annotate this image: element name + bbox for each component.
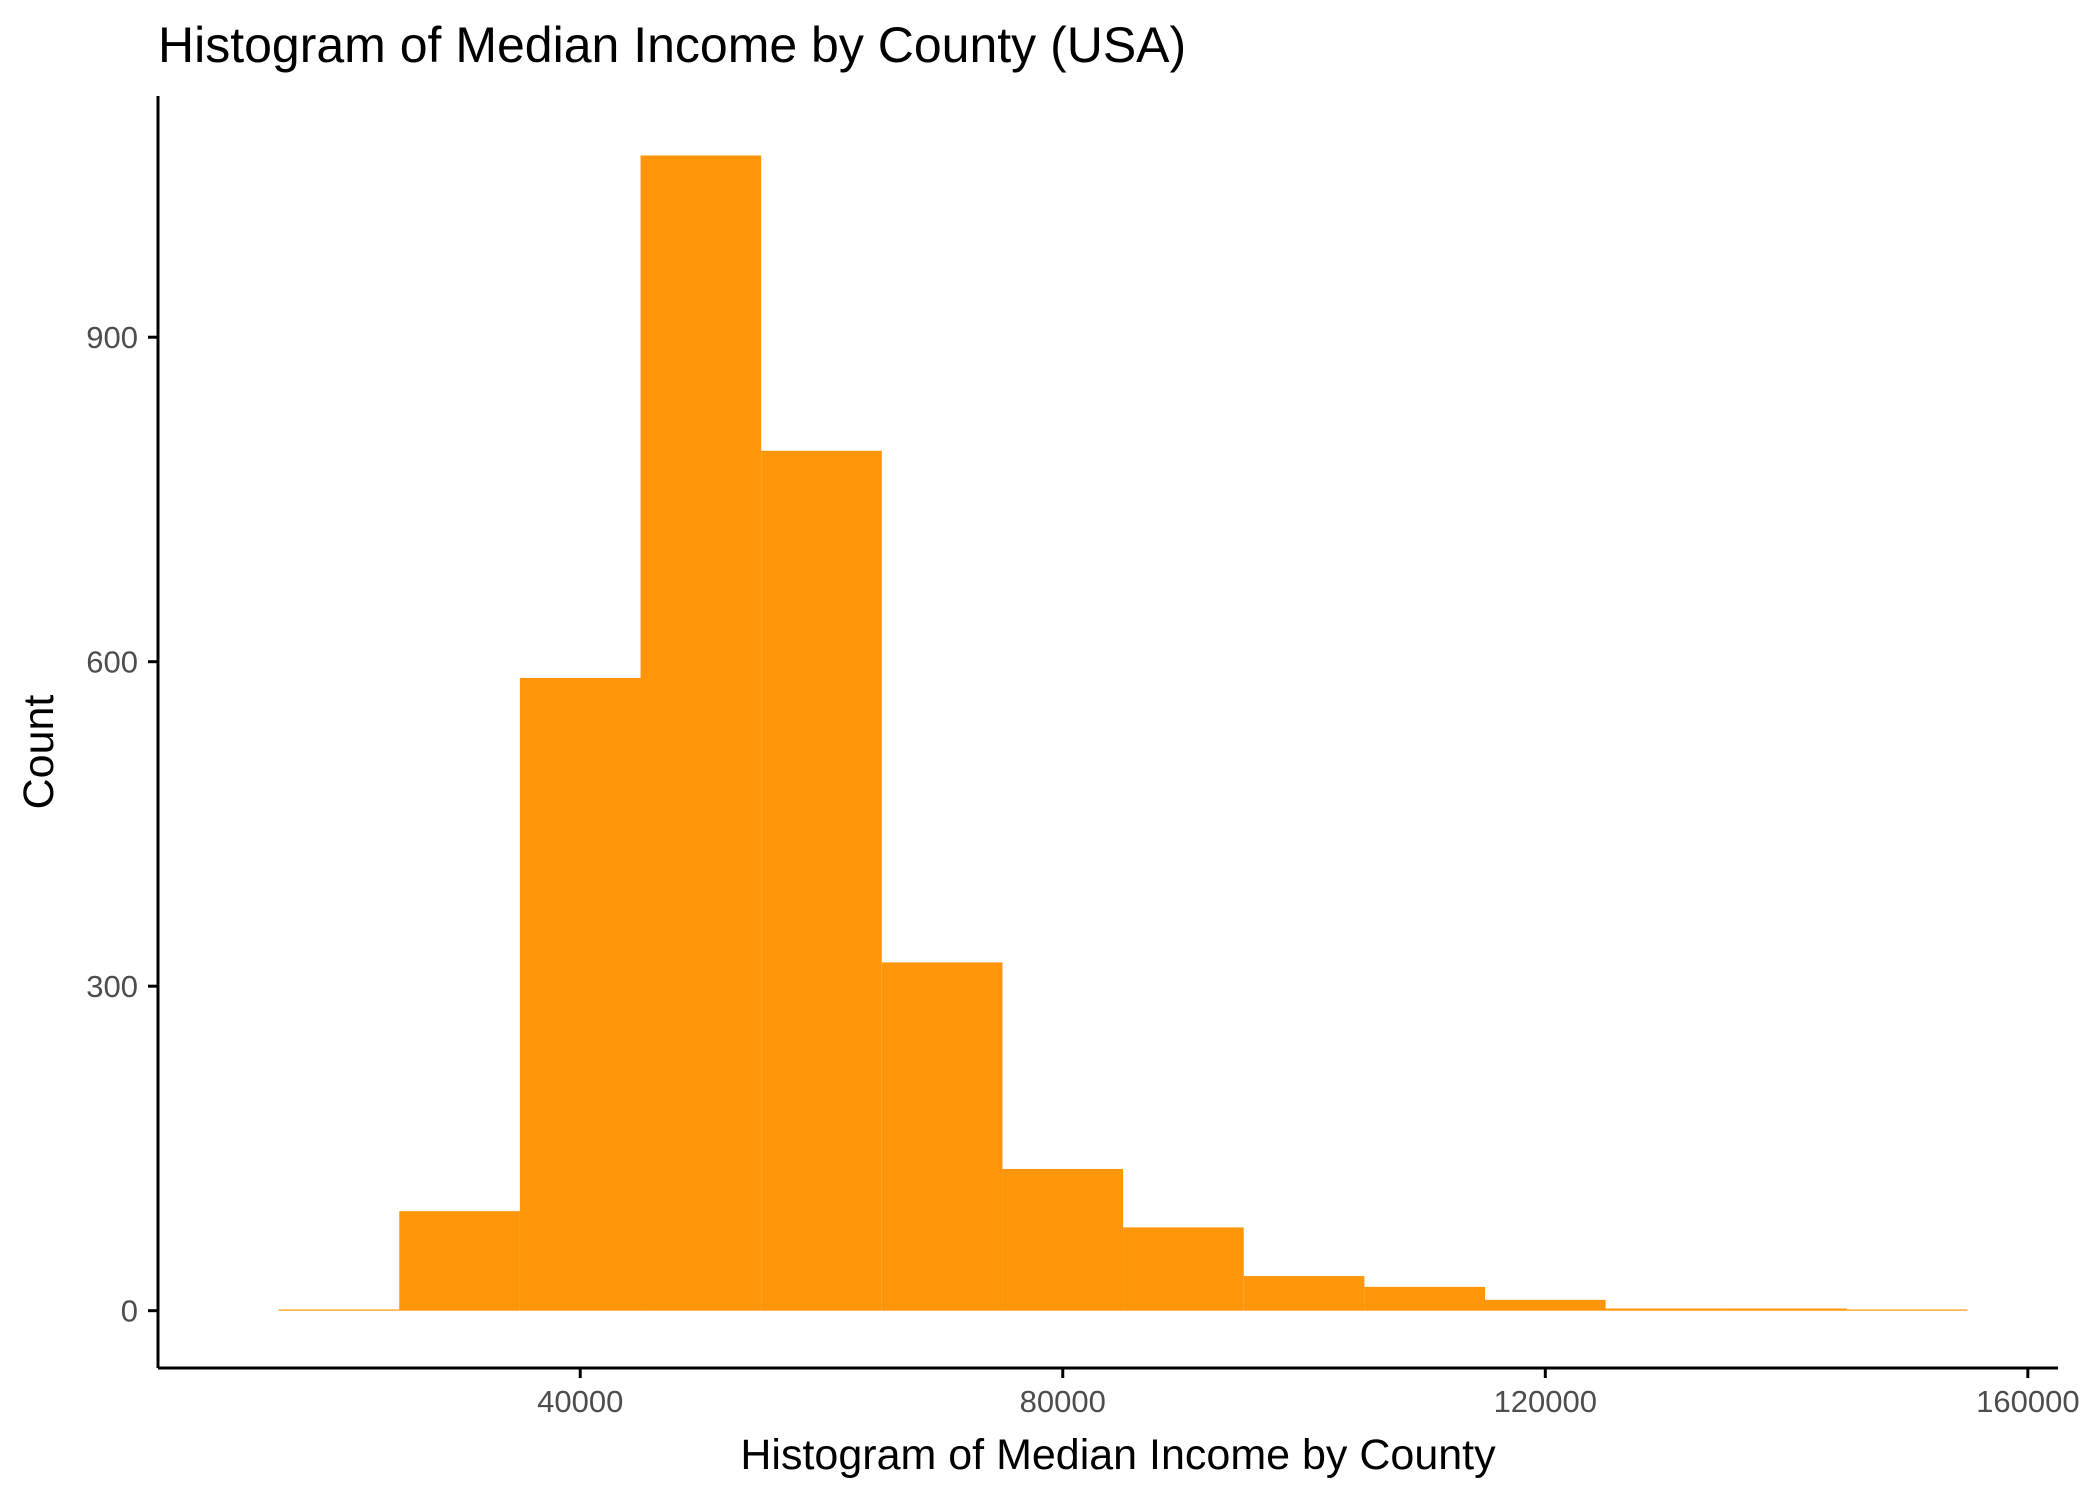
histogram-bar: [1364, 1286, 1485, 1311]
x-axis: 40000 80000 120000 160000: [158, 1366, 2080, 1419]
chart-title: Histogram of Median Income by County (US…: [158, 17, 1186, 73]
histogram-bar: [761, 450, 882, 1311]
x-axis-label: Histogram of Median Income by County: [740, 1431, 1496, 1479]
histogram-bar: [1484, 1299, 1606, 1311]
y-tick-label: 600: [86, 645, 138, 680]
x-tick-label: 80000: [1020, 1384, 1106, 1419]
y-tick-label: 900: [86, 320, 138, 355]
x-tick-label: 120000: [1494, 1384, 1597, 1419]
histogram-bars: [278, 155, 1968, 1311]
histogram-bar: [1123, 1227, 1244, 1311]
histogram-bar: [1243, 1276, 1365, 1311]
y-axis-label: Count: [15, 695, 63, 810]
x-tick-label: 160000: [1976, 1384, 2079, 1419]
histogram-bar: [640, 155, 762, 1311]
y-tick-label: 300: [86, 969, 138, 1004]
x-tick-label: 40000: [537, 1384, 623, 1419]
y-axis: 0 300 600 900: [86, 96, 160, 1368]
histogram-bar: [399, 1211, 520, 1311]
histogram-bar: [519, 677, 641, 1311]
histogram-bar: [1002, 1168, 1124, 1311]
y-tick-label: 0: [121, 1294, 138, 1329]
histogram-bar: [278, 1309, 400, 1311]
histogram-bar: [1846, 1309, 1968, 1311]
histogram-bar: [881, 962, 1003, 1311]
histogram-bar: [1605, 1308, 1727, 1311]
histogram-bar: [1726, 1308, 1847, 1311]
